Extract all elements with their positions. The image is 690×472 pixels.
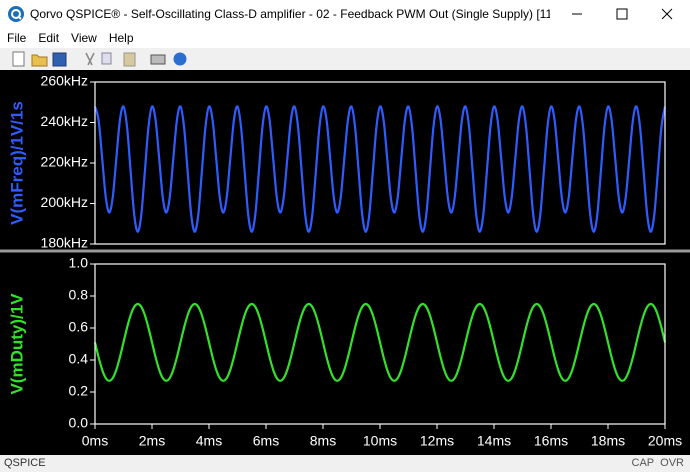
plot-background bbox=[0, 70, 690, 455]
x-tick-label: 16ms bbox=[534, 433, 568, 449]
ovr-indicator: OVR bbox=[660, 457, 684, 469]
menu-view[interactable]: View bbox=[71, 31, 97, 45]
x-tick-label: 18ms bbox=[591, 433, 625, 449]
plot-frame bbox=[94, 263, 666, 425]
x-tick-label: 8ms bbox=[310, 433, 336, 449]
menu-edit[interactable]: Edit bbox=[38, 31, 60, 45]
x-tick-label: 14ms bbox=[477, 433, 511, 449]
y-tick-label: 0.2 bbox=[69, 383, 89, 399]
window-controls bbox=[572, 8, 673, 20]
open-button[interactable] bbox=[31, 54, 48, 67]
x-tick-label: 12ms bbox=[420, 433, 454, 449]
y-tick-label: 200kHz bbox=[41, 194, 88, 210]
copy-button[interactable] bbox=[101, 52, 112, 65]
toolbar-icons bbox=[12, 51, 187, 67]
x-tick-label: 4ms bbox=[196, 433, 222, 449]
cap-indicator: CAP bbox=[631, 457, 655, 469]
y-tick-label: 0.0 bbox=[69, 415, 89, 431]
y-tick-label: 0.6 bbox=[69, 319, 89, 335]
new-button[interactable] bbox=[12, 51, 25, 67]
cut-button[interactable] bbox=[85, 52, 95, 66]
trace bbox=[93, 105, 667, 233]
close-button[interactable] bbox=[661, 8, 673, 20]
trace bbox=[93, 302, 667, 382]
y-tick-label: 260kHz bbox=[41, 73, 88, 89]
y-tick-label: 220kHz bbox=[41, 154, 88, 170]
menu-help[interactable]: Help bbox=[108, 31, 134, 45]
toolbar bbox=[0, 48, 690, 70]
y-axis-label: V(mFreq)/1V/1s bbox=[7, 101, 26, 225]
x-tick-label: 6ms bbox=[253, 433, 279, 449]
help-button[interactable] bbox=[173, 52, 187, 66]
status-bar: QSPICE CAP OVR bbox=[0, 455, 690, 472]
title-bar: Qorvo QSPICE® - Self-Oscillating Class-D… bbox=[0, 0, 690, 28]
save-button[interactable] bbox=[52, 52, 67, 67]
indicators: CAP OVR bbox=[626, 457, 684, 469]
plot-frame bbox=[94, 81, 666, 245]
status-text: QSPICE bbox=[4, 457, 46, 469]
y-tick-label: 240kHz bbox=[41, 113, 88, 129]
print-button[interactable] bbox=[150, 54, 166, 65]
menu-file[interactable]: File bbox=[7, 31, 27, 45]
maximize-button[interactable] bbox=[616, 8, 628, 20]
y-tick-label: 1.0 bbox=[69, 255, 89, 271]
menu-bar: File Edit View Help bbox=[0, 28, 690, 48]
x-tick-label: 10ms bbox=[363, 433, 397, 449]
x-tick-label: 2ms bbox=[139, 433, 165, 449]
app-icon bbox=[8, 6, 24, 22]
paste-button[interactable] bbox=[123, 52, 136, 67]
x-tick-label: 0ms bbox=[82, 433, 108, 449]
y-axis-label: V(mDuty)/1V bbox=[7, 293, 26, 395]
window-title: Qorvo QSPICE® - Self-Oscillating Class-D… bbox=[30, 7, 550, 21]
x-tick-label: 20ms bbox=[648, 433, 682, 449]
y-tick-label: 180kHz bbox=[41, 235, 88, 251]
waveform-viewer: 180kHz 200kHz 220kHz 240kHz 260kHz V(mFreq)/1… bbox=[0, 70, 690, 455]
y-tick-label: 0.4 bbox=[69, 351, 89, 367]
y-tick-label: 0.8 bbox=[69, 287, 89, 303]
